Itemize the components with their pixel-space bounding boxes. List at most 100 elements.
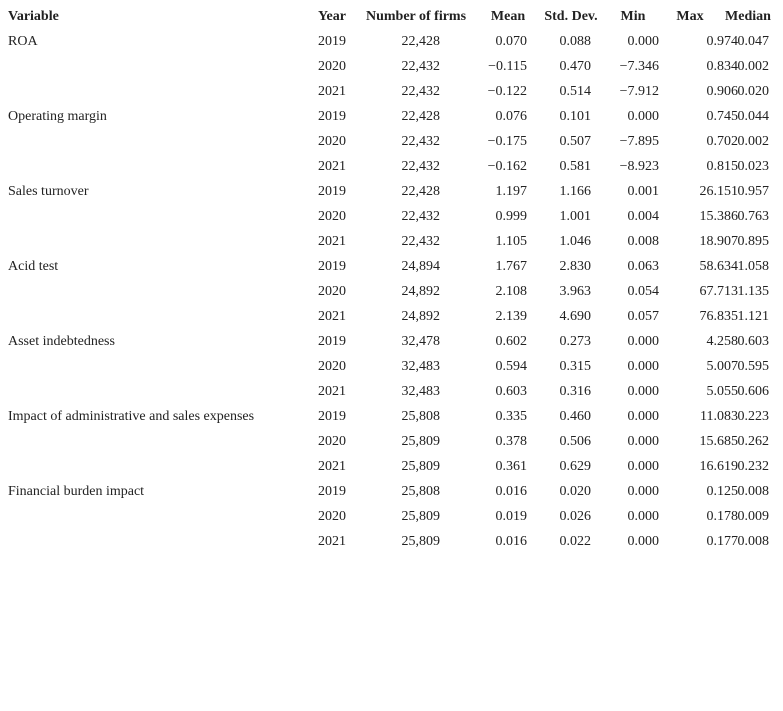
- number-of-firms: 22,428: [401, 184, 441, 199]
- min: 0.000: [627, 509, 660, 524]
- number-of-firms: 22,432: [401, 134, 441, 149]
- number-of-firms: 22,432: [401, 209, 441, 224]
- year: 2021: [318, 234, 346, 249]
- min: 0.000: [627, 384, 660, 399]
- median: 0.008: [737, 534, 770, 549]
- median: 0.957: [737, 184, 770, 199]
- max: 5.055: [706, 384, 739, 399]
- year: 2019: [318, 409, 346, 424]
- std-dev: 3.963: [559, 284, 592, 299]
- mean: 0.016: [495, 534, 528, 549]
- min-header: Min: [620, 9, 646, 24]
- max: 0.178: [706, 509, 739, 524]
- year: 2020: [318, 59, 346, 74]
- min: 0.057: [627, 309, 660, 324]
- mean: 0.602: [495, 334, 528, 349]
- median: 0.008: [737, 484, 770, 499]
- median: 0.009: [737, 509, 770, 524]
- std-dev: 0.460: [559, 409, 592, 424]
- number-of-firms: 22,432: [401, 84, 441, 99]
- number-of-firms: 22,428: [401, 34, 441, 49]
- max: 0.125: [706, 484, 739, 499]
- max: 76.835: [699, 309, 739, 324]
- mean: 0.999: [495, 209, 528, 224]
- max: 67.713: [699, 284, 739, 299]
- number-of-firms: 22,432: [401, 234, 441, 249]
- min: 0.000: [627, 484, 660, 499]
- std-dev: 0.101: [559, 109, 592, 124]
- year: 2021: [318, 384, 346, 399]
- std-dev: 0.506: [559, 434, 592, 449]
- year-header: Year: [318, 9, 346, 24]
- median: 0.606: [737, 384, 770, 399]
- variable-name: Impact of administrative and sales expen…: [8, 409, 255, 424]
- number-of-firms: 25,808: [401, 484, 441, 499]
- mean: 1.105: [495, 234, 528, 249]
- mean: 0.076: [495, 109, 528, 124]
- number-of-firms: 22,432: [401, 59, 441, 74]
- number-of-firms: 25,809: [401, 509, 441, 524]
- year: 2020: [318, 284, 346, 299]
- std-dev: 0.507: [559, 134, 592, 149]
- year: 2020: [318, 359, 346, 374]
- mean: 0.016: [495, 484, 528, 499]
- year: 2019: [318, 184, 346, 199]
- mean: 0.019: [495, 509, 528, 524]
- min: 0.054: [627, 284, 660, 299]
- number-of-firms: 25,809: [401, 534, 441, 549]
- median: 0.232: [737, 459, 770, 474]
- number-of-firms: 24,894: [401, 259, 441, 274]
- max: 0.815: [706, 159, 739, 174]
- mean: 2.139: [495, 309, 528, 324]
- max: 0.702: [706, 134, 739, 149]
- variable-name: Acid test: [8, 259, 59, 274]
- year: 2021: [318, 309, 346, 324]
- std-dev: 0.022: [559, 534, 592, 549]
- std-dev: 4.690: [559, 309, 592, 324]
- max: 4.258: [706, 334, 739, 349]
- number-of-firms: 24,892: [401, 284, 441, 299]
- max: 16.619: [699, 459, 739, 474]
- max: 18.907: [699, 234, 739, 249]
- min: −7.346: [619, 59, 659, 74]
- median: 1.121: [737, 309, 770, 324]
- mean: −0.115: [488, 59, 527, 74]
- year: 2019: [318, 109, 346, 124]
- max: 0.177: [706, 534, 739, 549]
- min: −8.923: [619, 159, 659, 174]
- year: 2019: [318, 259, 346, 274]
- number-of-firms: 32,478: [401, 334, 441, 349]
- std-dev: 1.001: [559, 209, 592, 224]
- min: 0.063: [627, 259, 660, 274]
- mean: 0.594: [495, 359, 528, 374]
- min: −7.895: [619, 134, 659, 149]
- mean: 0.070: [495, 34, 528, 49]
- max: 0.745: [706, 109, 739, 124]
- max: 11.083: [700, 409, 738, 424]
- year: 2020: [318, 209, 346, 224]
- mean: −0.122: [487, 84, 527, 99]
- mean: 1.767: [495, 259, 528, 274]
- number-of-firms: 32,483: [401, 384, 441, 399]
- min: −7.912: [619, 84, 659, 99]
- median: 0.023: [737, 159, 770, 174]
- number-of-firms: 25,809: [401, 434, 441, 449]
- median-header: Median: [725, 9, 771, 24]
- mean: 2.108: [495, 284, 528, 299]
- mean: 0.335: [495, 409, 528, 424]
- median: 0.895: [737, 234, 770, 249]
- max: 15.685: [699, 434, 739, 449]
- std-dev: 0.273: [559, 334, 592, 349]
- median: 0.603: [737, 334, 770, 349]
- std-dev: 0.470: [559, 59, 592, 74]
- number-of-firms: 25,808: [401, 409, 441, 424]
- median: 0.595: [737, 359, 770, 374]
- mean: 1.197: [495, 184, 528, 199]
- variable-header: Variable: [8, 9, 59, 24]
- max: 58.634: [699, 259, 739, 274]
- median: 1.058: [737, 259, 770, 274]
- std-dev: 0.514: [559, 84, 592, 99]
- median: 0.044: [737, 109, 770, 124]
- mean: −0.175: [487, 134, 527, 149]
